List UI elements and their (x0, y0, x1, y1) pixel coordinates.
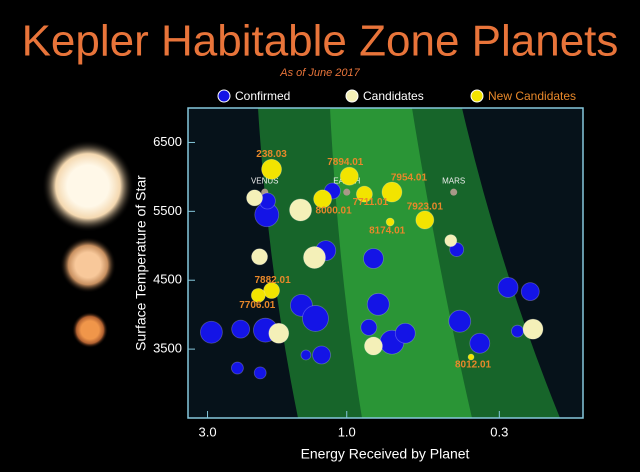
planet (231, 319, 251, 339)
legend-swatch (470, 89, 484, 103)
planet (360, 319, 378, 336)
chart-title: Kepler Habitable Zone Planets (22, 17, 619, 66)
planet (448, 309, 472, 333)
planet (394, 322, 416, 344)
planet (469, 332, 491, 354)
x-tick-label: 3.0 (198, 424, 216, 439)
planet (261, 158, 282, 180)
legend-swatch (345, 89, 359, 103)
planet (300, 349, 312, 361)
x-tick-label: 1.0 (338, 424, 356, 439)
planet-label: 8174.01 (369, 226, 406, 237)
reference-planet (343, 188, 351, 196)
y-tick-label: 6500 (153, 134, 182, 149)
legend-label: Candidates (363, 89, 424, 103)
planet (363, 248, 384, 269)
planet-label: 7882.01 (254, 275, 291, 286)
reference-label: VENUS (251, 176, 279, 185)
planet-label: 7711.01 (353, 197, 389, 208)
planet (522, 318, 544, 340)
x-tick-label: 0.3 (490, 424, 508, 439)
planet (312, 345, 331, 365)
planet (497, 277, 519, 298)
planet-label: 7923.01 (407, 202, 444, 213)
planet (381, 181, 403, 203)
planet-label: 7894.01 (327, 157, 364, 168)
planet-label: 7706.01 (239, 300, 276, 311)
planet (246, 189, 263, 207)
reference-label: MARS (442, 176, 465, 185)
planet (339, 166, 359, 186)
planet-label: 238.03 (256, 149, 287, 160)
planet (313, 189, 332, 209)
reference-planet (450, 188, 458, 196)
planet (289, 198, 312, 222)
y-tick-label: 3500 (153, 341, 182, 356)
planet (253, 366, 267, 380)
chart-subtitle: As of June 2017 (279, 67, 360, 79)
y-axis-label: Surface Temperature of Star (133, 175, 149, 351)
planet (268, 322, 290, 344)
planet (444, 234, 458, 248)
y-tick-label: 4500 (153, 272, 182, 287)
x-axis-label: Energy Received by Planet (301, 446, 470, 462)
planet (415, 210, 435, 230)
legend-label: New Candidates (488, 89, 576, 103)
habitable-zone-inner (330, 108, 472, 418)
star-icon (42, 140, 134, 232)
planet-label: 7954.01 (391, 173, 428, 184)
planet (250, 287, 266, 303)
planet (355, 185, 373, 203)
legend-swatch (217, 89, 231, 103)
planet-label: 8000.01 (316, 206, 353, 217)
planet (302, 305, 329, 332)
planet (511, 324, 524, 338)
plot-marks: VENUSEARTHMARS238.037894.017954.017711.0… (199, 149, 544, 380)
planet (364, 336, 383, 356)
legend-label: Confirmed (235, 89, 290, 103)
planet (366, 292, 390, 316)
star-icon (60, 237, 116, 293)
plot-border (187, 107, 584, 419)
planet (520, 282, 540, 301)
planet (231, 361, 244, 375)
planet (263, 282, 280, 299)
planet (385, 217, 395, 227)
planet (303, 246, 326, 269)
planet (251, 248, 268, 266)
planet (199, 320, 223, 344)
y-tick-label: 5500 (153, 203, 182, 218)
planet (467, 353, 475, 361)
planet-label: 8012.01 (455, 360, 492, 371)
star-icon (72, 312, 108, 348)
